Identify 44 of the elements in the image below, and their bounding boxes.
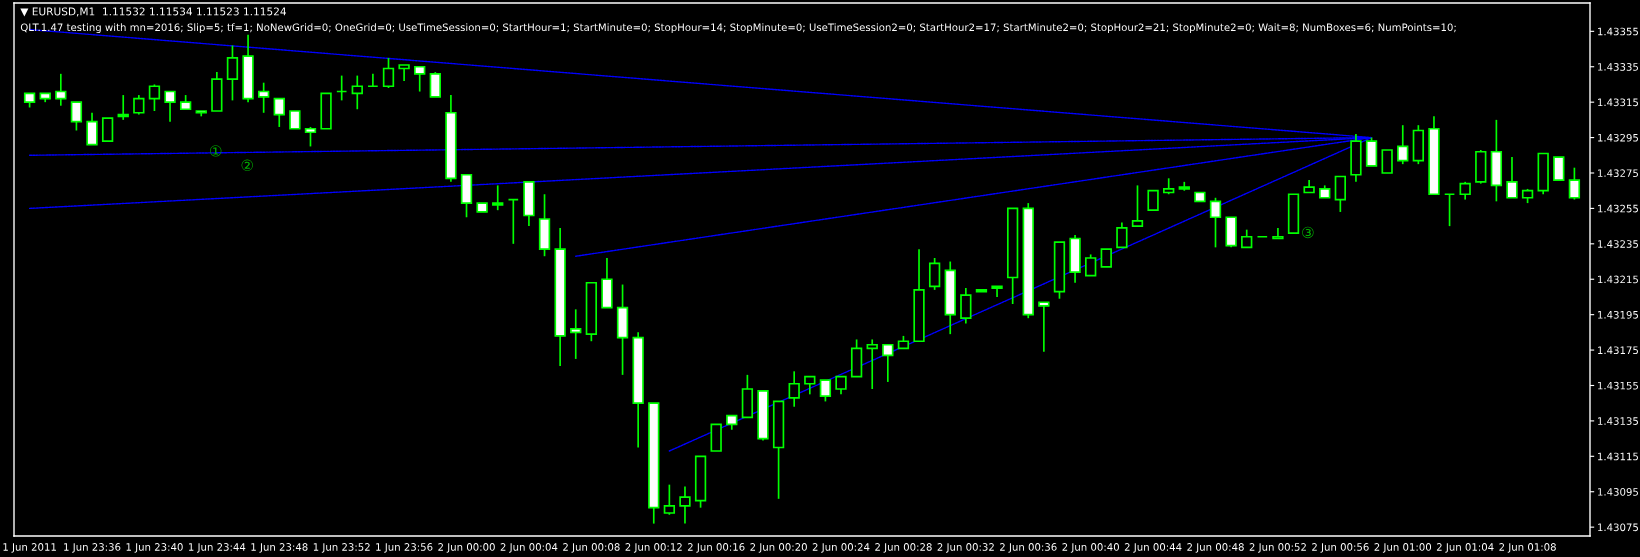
x-tick-label: 2 Jun 00:48 [1187, 543, 1244, 553]
x-tick-label: 1 Jun 23:52 [313, 543, 370, 553]
annotation: ② [241, 159, 253, 171]
x-tick-label: 2 Jun 00:04 [500, 543, 558, 553]
y-tick-label: 1.43135 [1598, 417, 1638, 425]
y-tick-label: 1.43095 [1598, 488, 1638, 496]
x-tick-label: 2 Jun 00:44 [1124, 543, 1182, 553]
x-tick-label: 1 Jun 23:48 [251, 543, 308, 553]
y-tick-label: 1.43075 [1598, 523, 1638, 532]
y-tick-label: 1.43315 [1598, 98, 1638, 107]
x-tick-label: 2 Jun 00:36 [1000, 543, 1057, 553]
x-tick-label: 2 Jun 00:52 [1249, 543, 1306, 553]
y-tick-label: 1.43235 [1598, 240, 1638, 248]
y-tick-label: 1.43295 [1598, 133, 1638, 142]
x-tick-label: 2 Jun 00:24 [812, 543, 870, 553]
y-tick-label: 1.43155 [1598, 381, 1638, 390]
x-tick-label: 2 Jun 00:12 [625, 543, 682, 553]
y-tick-label: 1.43175 [1598, 346, 1638, 355]
x-tick-label: 1 Jun 23:36 [64, 543, 121, 553]
y-tick-label: 1.43335 [1598, 63, 1638, 71]
x-tick-label: 2 Jun 00:16 [687, 543, 745, 553]
y-tick-label: 1.43195 [1598, 310, 1638, 319]
x-tick-label: 1 Jun 2011 [3, 543, 56, 553]
x-tick-label: 2 Jun 01:00 [1374, 543, 1432, 553]
chart-title: ▼ EURUSD,M1 1.11532 1.11534 1.11523 1.11524 [20, 7, 287, 17]
x-tick-label: 1 Jun 23:56 [376, 543, 433, 553]
x-tick-label: 2 Jun 00:28 [875, 543, 932, 553]
x-tick-label: 2 Jun 00:32 [937, 543, 994, 553]
y-tick-label: 1.43275 [1598, 169, 1638, 177]
y-tick-label: 1.43115 [1598, 452, 1638, 461]
x-tick-label: 2 Jun 00:00 [438, 543, 495, 553]
x-tick-label: 2 Jun 00:40 [1062, 543, 1119, 553]
text: QLT.1.47 testing with mn=2016; Slip=5; tf=1; NoNewGrid=0; OneGrid=0; UseTimeSession=0; StartHour=1; StartMinute=0; StopHour=14; StopMinute=0; UseTimeSession2=0; StartHour2=17; StartMinute2=0; StopHour2=21; StopMinute2=0; Wait=8; NumBoxes=6; NumPoints=10; [20, 23, 1456, 34]
x-tick-label: 2 Jun 01:08 [1499, 543, 1556, 553]
x-tick-label: 1 Jun 23:40 [126, 543, 183, 553]
x-tick-label: 2 Jun 00:56 [1312, 543, 1369, 553]
y-tick-label: 1.43255 [1598, 204, 1638, 213]
y-tick-label: 1.43215 [1598, 275, 1638, 284]
y-tick-label: 1.43355 [1598, 27, 1638, 36]
annotation: ③ [1302, 226, 1314, 239]
x-tick-label: 1 Jun 23:44 [188, 543, 246, 553]
x-tick-label: 2 Jun 00:20 [750, 543, 807, 553]
x-tick-label: 2 Jun 01:04 [1436, 543, 1494, 553]
x-tick-label: 2 Jun 00:08 [563, 543, 620, 553]
